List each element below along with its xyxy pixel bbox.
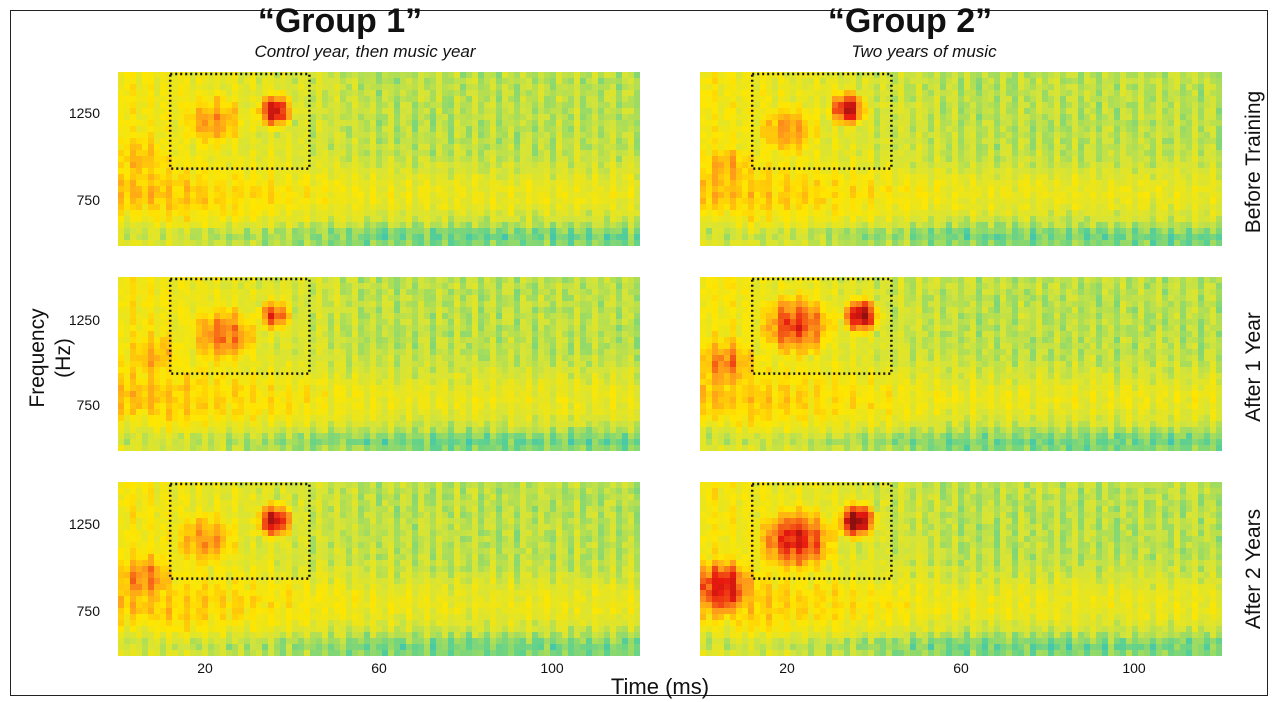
heatmap-svg (118, 482, 640, 656)
roi-dotted-box (168, 482, 311, 580)
roi-dotted-box (750, 482, 893, 580)
x-tick-20: 20 (779, 660, 795, 676)
y-tick-1250: 1250 (68, 516, 100, 532)
group-2-subtitle: Two years of music (851, 42, 997, 61)
heatmap-svg (700, 72, 1222, 246)
roi-dotted-box (750, 72, 893, 170)
heatmap-panel-group2-year2 (700, 482, 1222, 656)
y-tick-750: 750 (76, 397, 100, 413)
heatmap-panel-group2-before (700, 72, 1222, 246)
x-tick-100: 100 (1122, 660, 1146, 676)
heatmap-panel-group1-year2 (118, 482, 640, 656)
heatmap-panel-group1-year1 (118, 277, 640, 451)
y-axis-label: Frequency (Hz) (26, 308, 75, 408)
row-label-after-2-years: After 2 Years (1242, 508, 1265, 630)
x-tick-60: 60 (371, 660, 387, 676)
roi-dotted-box (168, 72, 311, 170)
x-tick-20: 20 (197, 660, 213, 676)
x-tick-60: 60 (953, 660, 969, 676)
x-axis-label: Time (ms) (610, 674, 710, 699)
heatmap-svg (700, 482, 1222, 656)
y-tick-1250: 1250 (68, 312, 100, 328)
heatmap-svg (118, 277, 640, 451)
heatmap-svg (118, 72, 640, 246)
figure-frame (10, 10, 1268, 696)
row-label-before-training: Before Training (1242, 90, 1265, 234)
group-1-title: “Group 1” (257, 2, 423, 40)
y-tick-750: 750 (76, 192, 100, 208)
heatmap-panel-group1-before (118, 72, 640, 246)
roi-dotted-box (168, 277, 311, 375)
x-tick-100: 100 (540, 660, 564, 676)
roi-dotted-box (750, 277, 893, 375)
group-2-title: “Group 2” (827, 2, 993, 40)
y-tick-1250: 1250 (68, 105, 100, 121)
heatmap-svg (700, 277, 1222, 451)
row-label-after-1-year: After 1 Year (1242, 312, 1265, 422)
group-1-subtitle: Control year, then music year (254, 42, 476, 61)
heatmap-panel-group2-year1 (700, 277, 1222, 451)
y-tick-750: 750 (76, 603, 100, 619)
